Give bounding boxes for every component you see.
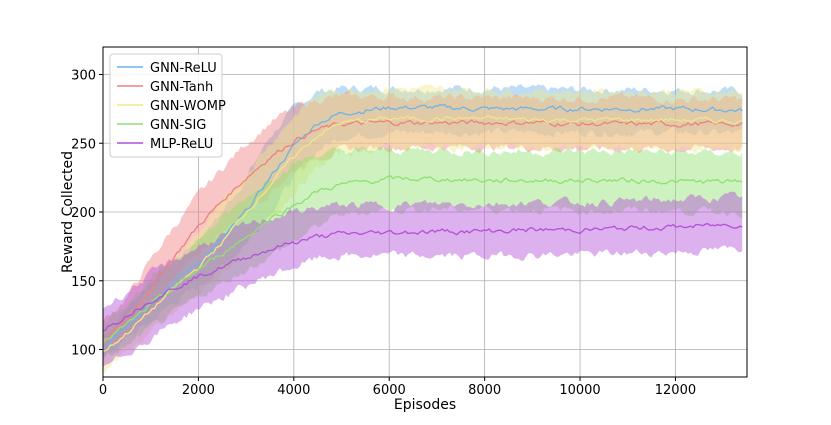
band-gnn-relu <box>103 84 743 359</box>
legend-label: GNN-Tanh <box>150 80 213 95</box>
line-gnn-womp <box>102 114 743 352</box>
x-tick-label: 10000 <box>559 383 600 398</box>
legend: GNN-ReLU GNN-Tanh GNN-WOMP GNN-SIG MLP-ReLU <box>109 53 226 158</box>
band-gnn-sig <box>103 146 743 360</box>
x-tick-label: 0 <box>99 383 107 398</box>
line-gnn-relu <box>102 103 743 350</box>
line-gnn-tanh <box>102 119 743 344</box>
legend-label: GNN-ReLU <box>150 61 217 76</box>
line-mlp-relu <box>102 222 743 332</box>
legend-label: GNN-SIG <box>150 118 206 133</box>
y-tick-label: 300 <box>71 69 96 84</box>
line-gnn-sig <box>102 175 743 344</box>
y-tick-label: 250 <box>71 137 96 152</box>
x-tick-label: 6000 <box>373 383 406 398</box>
y-axis-ticks: 100 150 200 250 300 <box>71 69 103 359</box>
x-tick-label: 12000 <box>655 383 696 398</box>
legend-box <box>109 53 223 158</box>
series-lines <box>102 103 743 352</box>
series-bands <box>103 84 743 373</box>
x-tick-label: 2000 <box>182 383 215 398</box>
x-axis-ticks: 0 2000 4000 6000 8000 10000 12000 <box>99 377 696 398</box>
band-mlp-relu <box>103 191 743 368</box>
band-gnn-womp <box>103 84 743 373</box>
legend-label: MLP-ReLU <box>150 137 213 152</box>
y-tick-label: 150 <box>71 275 96 290</box>
legend-label: GNN-WOMP <box>150 99 226 114</box>
x-tick-label: 8000 <box>468 383 501 398</box>
y-tick-label: 100 <box>71 344 96 359</box>
y-axis-label: Reward Collected <box>60 151 76 273</box>
y-tick-label: 200 <box>71 206 96 221</box>
band-gnn-tanh <box>103 90 743 355</box>
x-tick-label: 4000 <box>277 383 310 398</box>
x-axis-label: Episodes <box>394 397 456 413</box>
